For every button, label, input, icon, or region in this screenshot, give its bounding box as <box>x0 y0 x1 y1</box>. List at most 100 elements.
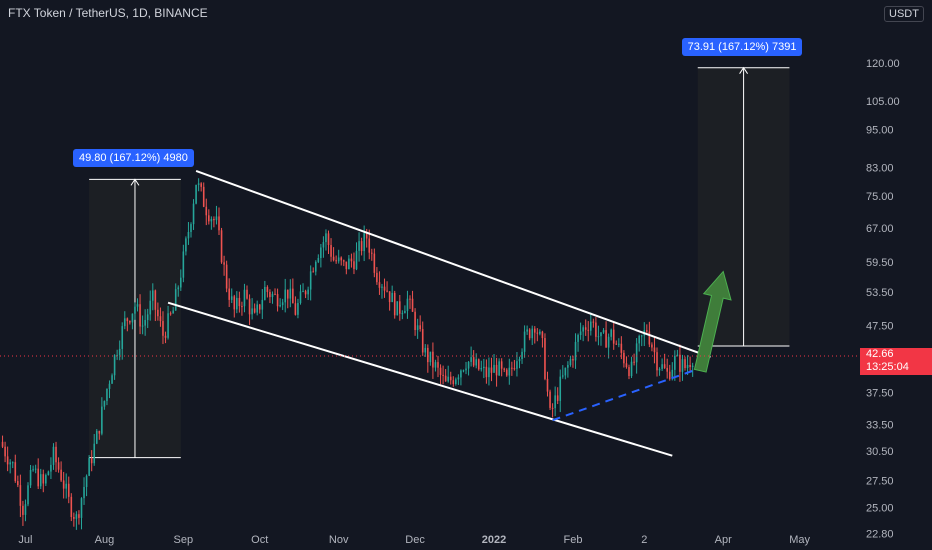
candle-body <box>187 231 190 239</box>
candle-body <box>157 309 159 317</box>
countdown-label: 13:25:04 <box>860 360 932 375</box>
candle-body <box>312 271 315 273</box>
candle-body <box>533 328 536 333</box>
candle-body <box>381 286 383 288</box>
candle-body <box>136 304 139 307</box>
candle-body <box>146 314 149 320</box>
candle-body <box>427 347 429 363</box>
candle-body <box>531 328 534 339</box>
candle-body <box>289 288 292 299</box>
candle-body <box>337 257 340 262</box>
candle-body <box>47 471 50 476</box>
candle-body <box>345 261 348 270</box>
candle-body <box>126 318 129 322</box>
y-tick-label: 105.00 <box>866 96 900 108</box>
candle-body <box>60 469 62 481</box>
candle-body <box>180 277 182 288</box>
y-tick-label: 30.50 <box>866 446 894 458</box>
candle-body <box>656 352 658 371</box>
candle-body <box>393 292 396 316</box>
candle-body <box>503 368 506 370</box>
candle-body <box>610 329 612 337</box>
candle-body <box>335 260 337 262</box>
candle-body <box>348 258 350 270</box>
candle-body <box>309 271 312 290</box>
candle-body <box>85 475 88 487</box>
y-tick-label: 95.00 <box>866 124 894 136</box>
candle-body <box>391 292 393 303</box>
candle-body <box>365 233 368 239</box>
candle-body <box>32 469 34 471</box>
candle-body <box>19 485 22 506</box>
x-tick-label: Oct <box>251 534 268 546</box>
candle-body <box>404 310 406 314</box>
candle-body <box>154 290 157 310</box>
candle-body <box>205 206 208 216</box>
candle-body <box>223 262 225 265</box>
symbol-title: FTX Token / TetherUS, 1D, BINANCE <box>8 6 208 20</box>
candle-body <box>75 514 78 519</box>
axes-layer: 22.80 25.00 27.50 30.50 33.50 37.50 47.50 53.50… <box>18 58 899 546</box>
candle-body <box>253 308 256 313</box>
candle-body <box>294 303 297 315</box>
candle-body <box>684 359 686 369</box>
candle-body <box>500 361 503 369</box>
candle-body <box>297 303 299 315</box>
candle-body <box>103 401 106 407</box>
candle-body <box>689 364 691 367</box>
candle-body <box>551 407 554 409</box>
candle-body <box>554 395 556 409</box>
candle-body <box>129 321 131 323</box>
candle-body <box>24 504 27 515</box>
candle-body <box>577 335 579 342</box>
candle-body <box>80 498 83 518</box>
candle-body <box>174 289 177 311</box>
candle-body <box>411 298 414 312</box>
candle-body <box>22 505 24 515</box>
candle-body <box>406 298 409 311</box>
candle-body <box>561 375 564 377</box>
candle-body <box>432 351 434 368</box>
candle-body <box>587 329 590 331</box>
candle-body <box>681 359 684 372</box>
y-tick-label: 83.00 <box>866 163 894 175</box>
candle-body <box>424 347 427 353</box>
x-tick-label: 2022 <box>482 534 506 546</box>
y-tick-label: 67.00 <box>866 223 894 235</box>
y-tick-label: 53.50 <box>866 287 894 299</box>
candle-body <box>218 216 220 231</box>
candle-body <box>600 332 602 337</box>
candle-body <box>258 304 261 310</box>
candle-body <box>607 336 610 348</box>
candle-body <box>230 296 233 300</box>
candle-body <box>674 355 676 370</box>
candle-body <box>108 383 111 389</box>
candle-body <box>475 359 478 366</box>
candle-body <box>276 294 279 307</box>
candle-body <box>470 357 472 362</box>
candle-body <box>493 364 495 373</box>
measure-arrowhead-1 <box>739 66 749 74</box>
candle-body <box>233 296 236 310</box>
candle-body <box>177 287 180 290</box>
candle-body <box>83 486 85 499</box>
candle-body <box>90 458 93 464</box>
candle-body <box>663 364 666 368</box>
x-tick-label: Nov <box>329 534 349 546</box>
candle-body <box>101 406 103 434</box>
candle-body <box>190 224 192 232</box>
x-tick-label: Apr <box>715 534 732 546</box>
candle-body <box>485 366 488 378</box>
candle-body <box>144 319 146 326</box>
candle-body <box>172 310 174 314</box>
candle-body <box>299 291 302 304</box>
candle-body <box>195 184 197 204</box>
candle-body <box>465 368 467 371</box>
candle-body <box>202 186 205 207</box>
candle-body <box>567 364 569 368</box>
candle-body <box>544 338 546 379</box>
currency-badge[interactable]: USDT <box>884 6 924 22</box>
y-tick-label: 33.50 <box>866 419 894 431</box>
candle-body <box>668 371 671 380</box>
